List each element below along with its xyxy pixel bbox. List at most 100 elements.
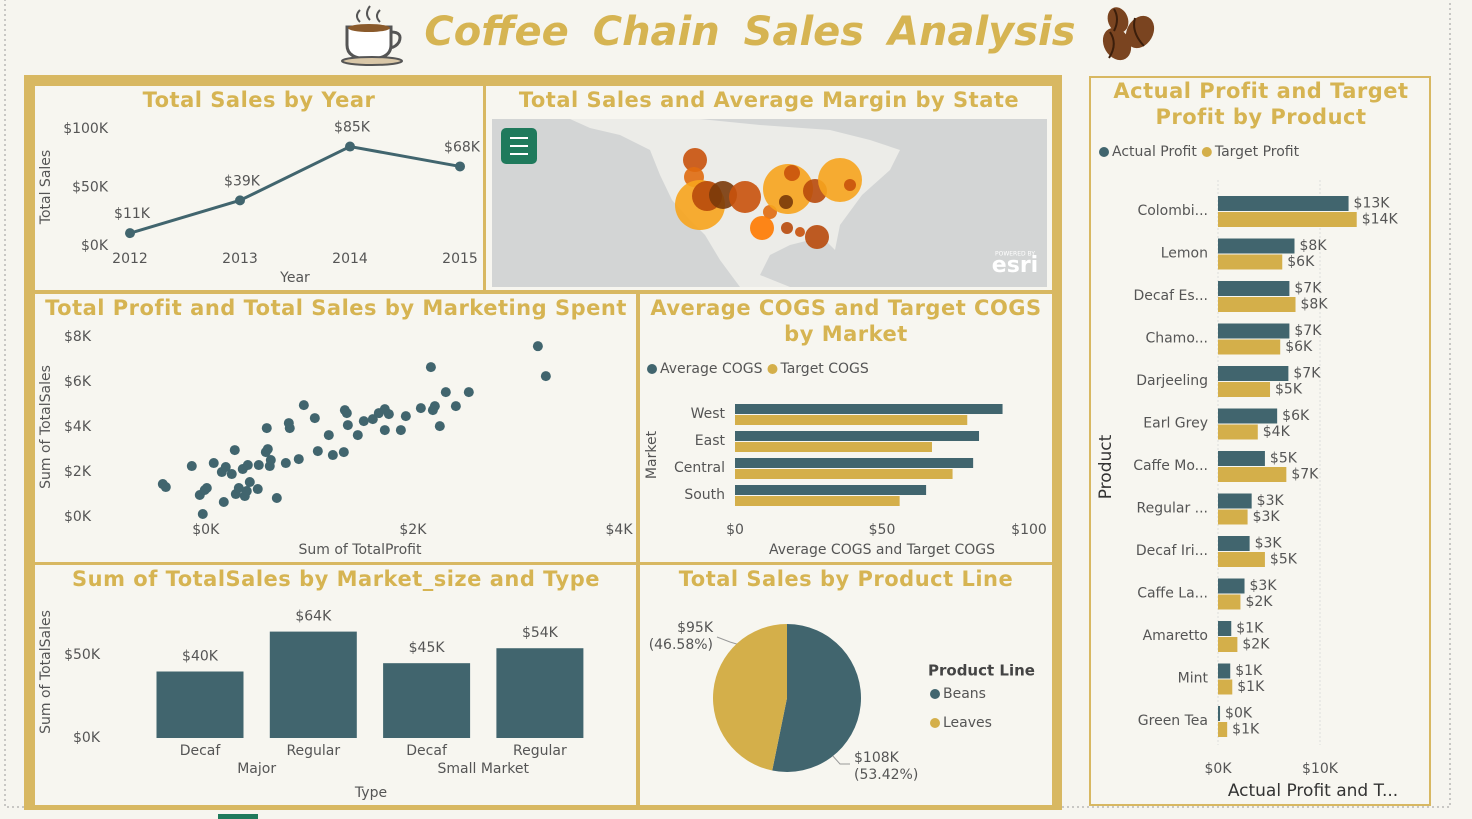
bar (1218, 382, 1271, 397)
y-tick-label: Regular ... (1137, 501, 1209, 517)
group-label: Major (237, 761, 276, 777)
legend-marker (1201, 147, 1212, 157)
legend-label: Average COGS (660, 361, 763, 377)
point (425, 362, 436, 373)
bar (1218, 536, 1250, 551)
bar (1218, 637, 1238, 652)
x-tick-label: Decaf (406, 743, 448, 759)
data-label: $108K (854, 750, 900, 766)
data-label: $40K (182, 649, 219, 665)
legend-marker (930, 718, 940, 728)
y-tick-label: East (695, 433, 726, 449)
bar (1218, 552, 1265, 567)
data-label: $11K (114, 206, 151, 222)
y-tick-label: $2K (64, 464, 92, 480)
bar (1218, 238, 1295, 254)
data-label: $1K (1236, 621, 1264, 637)
bar (735, 415, 968, 425)
legend-label: Beans (943, 686, 986, 702)
legend-label: Target COGS (779, 361, 868, 377)
point (323, 430, 334, 441)
data-label: $3K (1255, 536, 1283, 552)
point (208, 458, 219, 469)
y-tick-label: $50K (64, 647, 101, 663)
point (293, 454, 304, 465)
point (358, 416, 369, 427)
bar (1218, 706, 1221, 721)
bar (1218, 424, 1258, 440)
data-label: $13K (1354, 196, 1391, 212)
y-axis-label: Market (644, 430, 660, 479)
data-label: $45K (409, 640, 446, 656)
map-menu-button[interactable] (501, 128, 537, 164)
y-axis-label: Sum of TotalSales (38, 610, 54, 734)
y-axis-label: Total Sales (38, 150, 54, 225)
point (309, 413, 320, 424)
panel (1089, 76, 1431, 806)
bar (1218, 297, 1296, 312)
bar (1218, 621, 1232, 636)
page-tab[interactable] (218, 814, 258, 819)
y-tick-label: Caffe Mo... (1133, 458, 1208, 474)
data-label: $1K (1237, 679, 1265, 695)
y-tick-label: Earl Grey (1143, 416, 1208, 432)
point (233, 483, 244, 494)
legend-label: Leaves (943, 715, 992, 731)
group-label: Small Market (438, 761, 530, 777)
chart-title: Total Sales by Year (143, 88, 376, 112)
bar (1218, 663, 1231, 679)
point (395, 425, 406, 436)
map (492, 119, 1047, 287)
bar (1218, 408, 1278, 424)
x-tick-label: $50 (869, 522, 896, 538)
leader-line (831, 754, 850, 765)
y-tick-label: Caffe La... (1137, 586, 1208, 602)
y-axis-label: Product (1096, 434, 1116, 499)
x-axis-label: Actual Profit and T... (1228, 781, 1398, 801)
data-label: $4K (1263, 424, 1291, 440)
point (242, 460, 253, 471)
data-label: $14K (1362, 212, 1399, 228)
x-tick-label: 2014 (332, 251, 368, 267)
bar (1218, 594, 1241, 610)
point (265, 455, 276, 466)
data-label: $2K (1245, 594, 1273, 610)
bar (735, 485, 927, 495)
data-label: $39K (224, 173, 261, 189)
data-label: $8K (1301, 297, 1329, 313)
y-tick-label: Lemon (1161, 246, 1208, 262)
x-tick-label: $10K (1302, 761, 1339, 777)
data-label: $6K (1287, 254, 1315, 270)
x-tick-label: $0K (192, 522, 220, 538)
dashboard-title: Coffee Chain Sales Analysis (424, 9, 1075, 55)
x-axis-label: Average COGS and Target COGS (769, 542, 995, 558)
point (283, 418, 294, 429)
point (280, 458, 291, 469)
point (400, 411, 411, 422)
point (379, 425, 390, 436)
chart-title: Sum of TotalSales by Market_size and Typ… (72, 567, 600, 591)
y-tick-label: $8K (64, 329, 92, 345)
point (226, 469, 237, 480)
bar (1218, 281, 1290, 296)
data-label: $5K (1270, 552, 1298, 568)
bar (1218, 451, 1265, 466)
x-axis-label: Year (279, 270, 310, 286)
x-tick-label: $0 (726, 522, 744, 538)
data-label: $5K (1270, 451, 1298, 467)
bar (269, 631, 357, 738)
bar (496, 648, 584, 738)
data-label: $3K (1250, 578, 1278, 594)
y-tick-label: Amaretto (1143, 628, 1208, 644)
point (352, 430, 363, 441)
y-tick-label: West (691, 406, 726, 422)
y-tick-label: Colombi... (1137, 203, 1208, 219)
y-tick-label: Chamo... (1145, 331, 1208, 347)
chart-title: Total Profit and Total Sales by Marketin… (45, 296, 627, 320)
bar (1218, 467, 1287, 482)
bar (735, 404, 1003, 414)
data-label: $95K (677, 620, 714, 636)
data-label: $3K (1253, 509, 1281, 525)
